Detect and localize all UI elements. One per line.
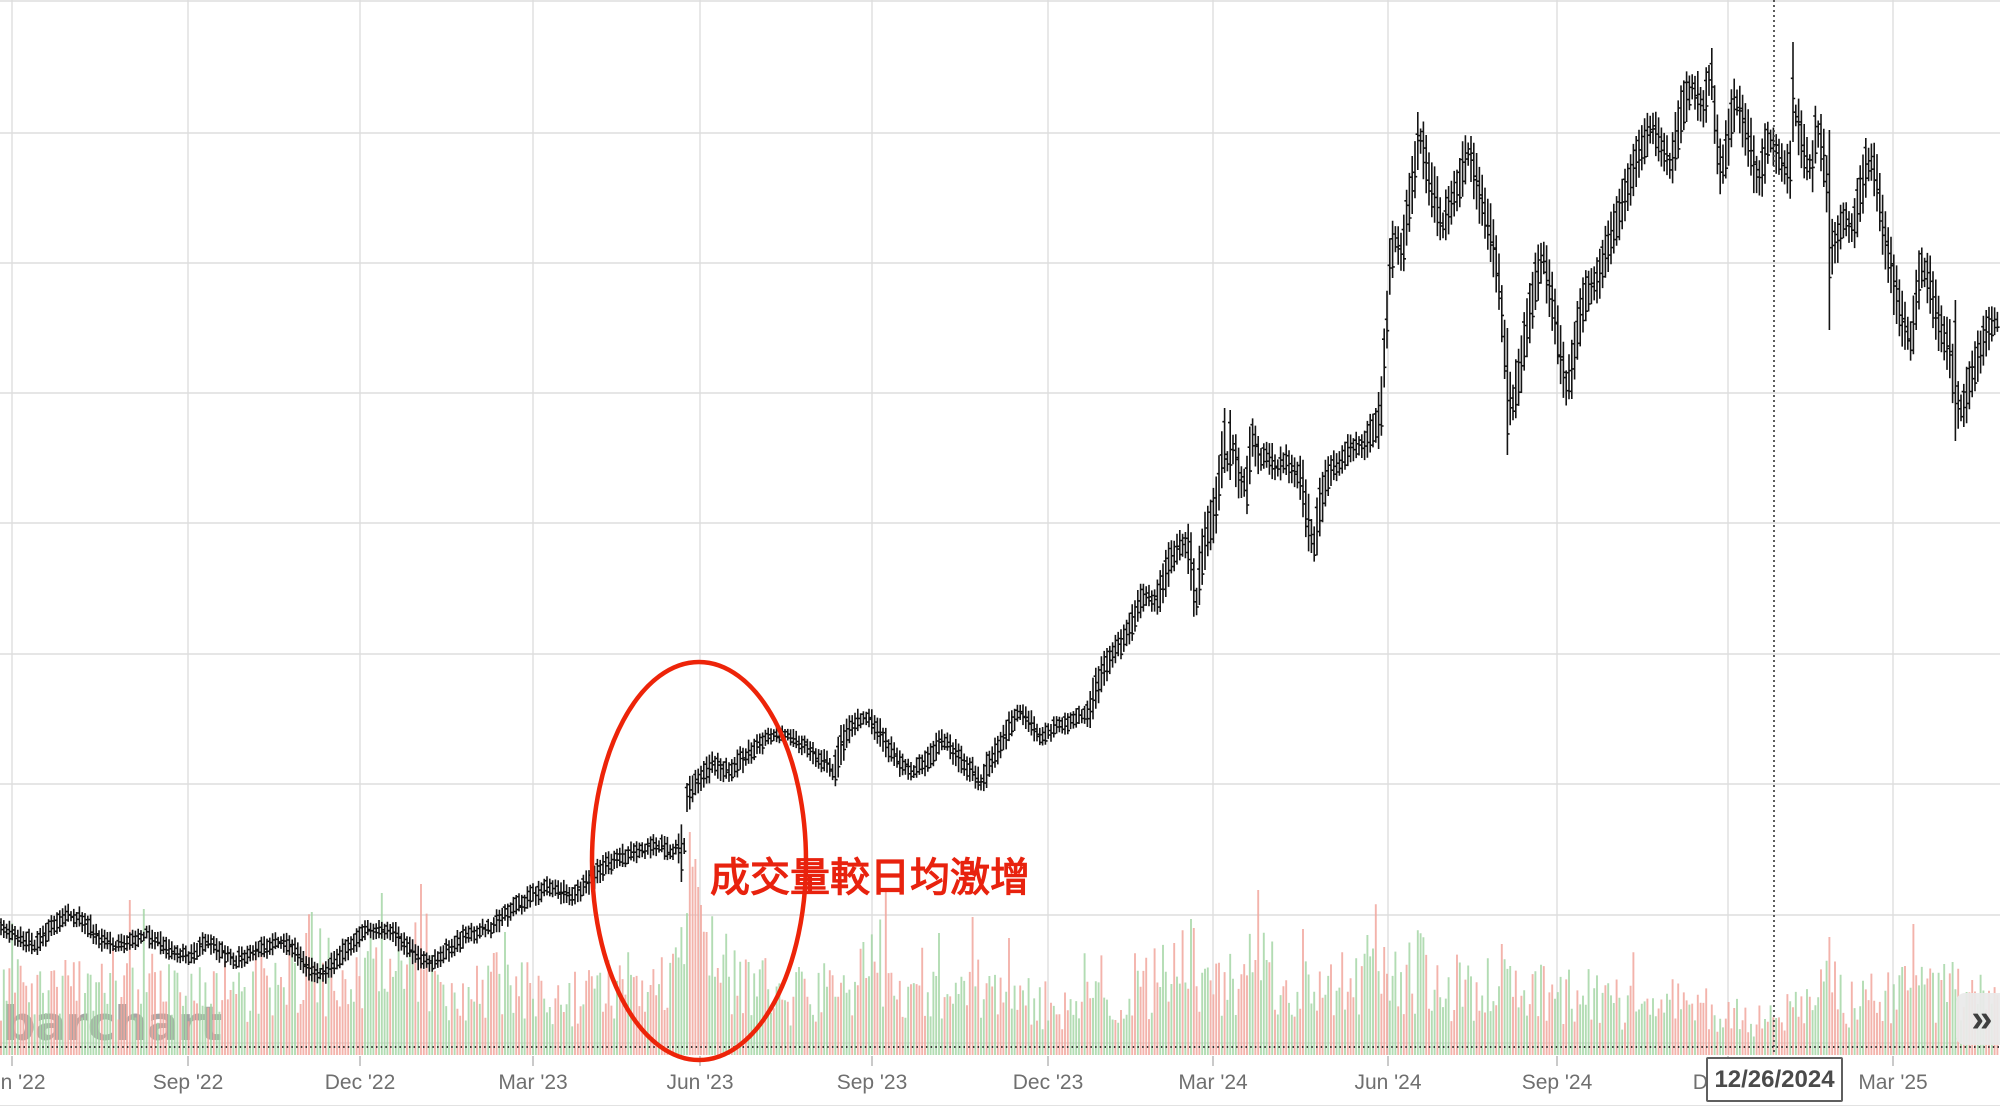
volume-surge-ellipse bbox=[589, 659, 809, 1063]
cursor-date-text: 12/26/2024 bbox=[1714, 1065, 1835, 1093]
x-axis-label: Sep '22 bbox=[153, 1071, 224, 1094]
x-axis-label: Mar '24 bbox=[1178, 1071, 1248, 1094]
x-axis-label: Jun '24 bbox=[1354, 1071, 1421, 1094]
volume-bars-down bbox=[0, 832, 1999, 1055]
ohlc-price-bars bbox=[0, 42, 2000, 984]
page-bottom-divider bbox=[0, 1105, 2000, 1106]
volume-surge-annotation: 成交量較日均激增 bbox=[710, 855, 1030, 900]
double-chevron-right-icon: » bbox=[1971, 997, 1993, 1040]
cursor-date-box: 12/26/2024 bbox=[1706, 1057, 1843, 1102]
x-axis-label: Sep '24 bbox=[1522, 1071, 1593, 1094]
x-axis-label: Jun '23 bbox=[666, 1071, 733, 1094]
x-axis-label: Mar '25 bbox=[1858, 1071, 1927, 1094]
gridlines bbox=[0, 0, 2000, 1055]
x-axis-label: Jun '22 bbox=[0, 1071, 46, 1094]
volume-bars-up bbox=[2, 893, 1993, 1055]
x-axis-label: Dec '23 bbox=[1013, 1071, 1084, 1094]
x-axis-label: Sep '23 bbox=[837, 1071, 908, 1094]
expand-chart-button[interactable]: » bbox=[1956, 993, 2000, 1045]
x-axis: Jun '22 Sep '22 Dec '22 Mar '23 Jun '23 Sep '… bbox=[0, 1056, 1928, 1094]
x-axis-label: Mar '23 bbox=[498, 1071, 567, 1094]
x-axis-label: Dec '22 bbox=[325, 1071, 396, 1094]
